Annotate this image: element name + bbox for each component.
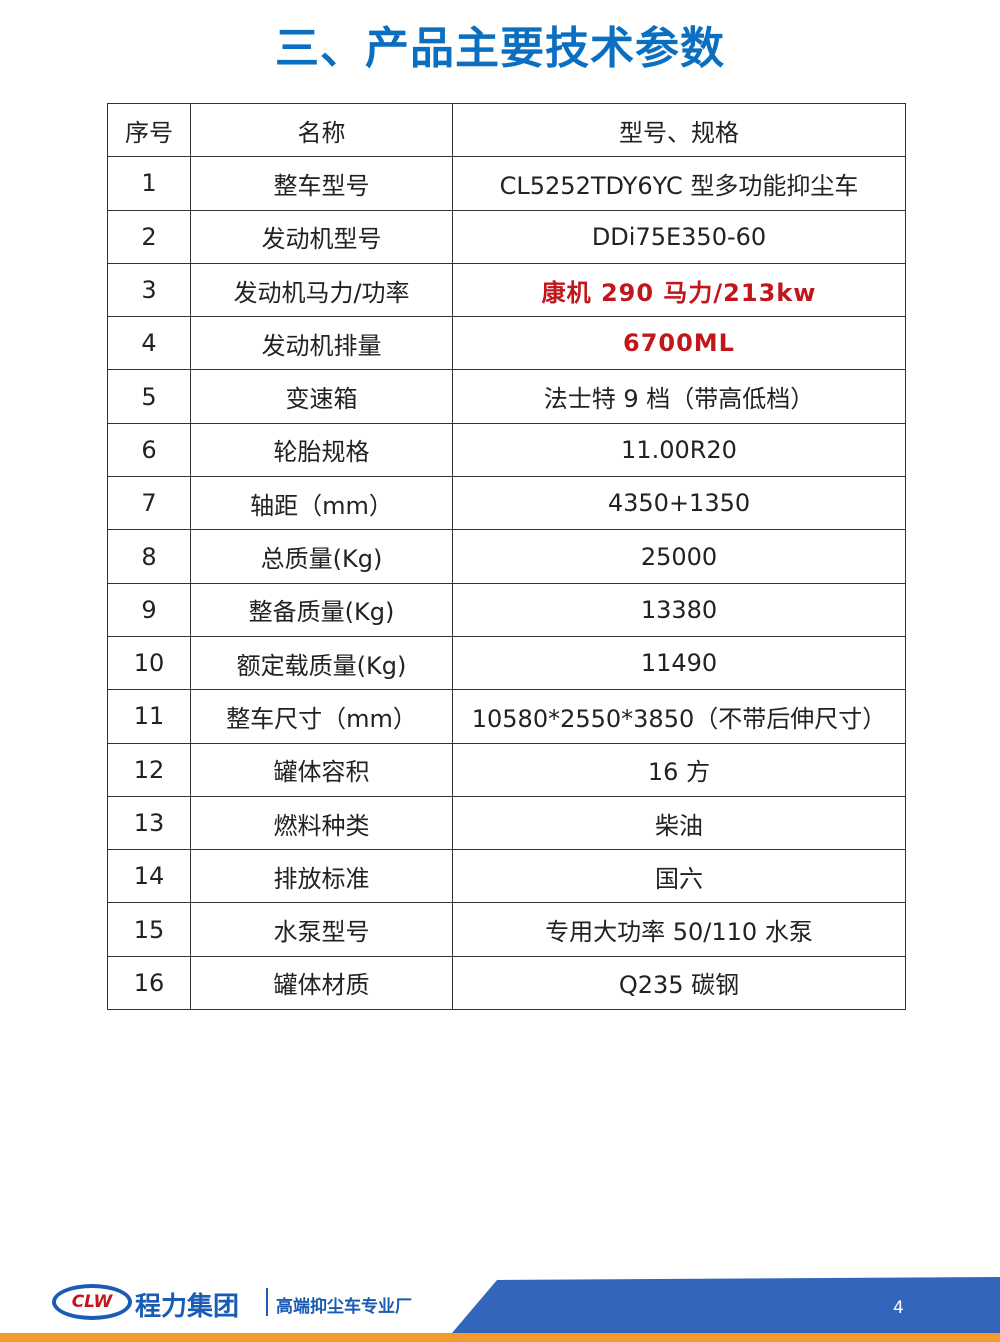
row-name: 变速箱 <box>190 369 453 424</box>
table-row: 3 发动机马力/功率 康机 290 马力/213kw <box>107 262 906 318</box>
company-logo: CLW <box>52 1284 132 1320</box>
row-spec: 25000 <box>452 529 906 584</box>
row-number: 14 <box>107 849 191 904</box>
row-number: 11 <box>107 689 191 744</box>
row-spec: CL5252TDY6YC 型多功能抑尘车 <box>452 156 906 211</box>
row-spec: DDi75E350-60 <box>452 209 906 264</box>
row-spec: 13380 <box>452 582 906 637</box>
row-spec: Q235 碳钢 <box>452 955 906 1011</box>
footer-banner <box>452 1277 1000 1333</box>
row-name: 整车型号 <box>190 156 453 211</box>
row-spec: 4350+1350 <box>452 476 906 531</box>
footer-orange-stripe <box>0 1333 1000 1342</box>
page-title: 三、产品主要技术参数 <box>275 23 725 74</box>
row-name: 燃料种类 <box>190 795 453 851</box>
table-row: 12 罐体容积 16 方 <box>107 742 906 797</box>
row-name: 轮胎规格 <box>190 422 453 478</box>
table-row: 2 发动机型号 DDi75E350-60 <box>107 209 906 264</box>
table-row: 14 排放标准 国六 <box>107 849 906 904</box>
table-row: 7 轴距（mm） 4350+1350 <box>107 476 906 531</box>
spec-table: 序号 名称 型号、规格 1 整车型号 CL5252TDY6YC 型多功能抑尘车 2 发动… <box>107 102 906 1011</box>
row-name: 发动机马力/功率 <box>190 262 453 318</box>
table-row: 10 额定载质量(Kg) 11490 <box>107 635 906 691</box>
header-spec: 型号、规格 <box>452 102 906 158</box>
row-number: 5 <box>107 369 191 424</box>
row-name: 总质量(Kg) <box>190 529 453 584</box>
row-number: 3 <box>107 262 191 318</box>
row-spec: 柴油 <box>452 795 906 851</box>
row-name: 轴距（mm） <box>190 476 453 531</box>
row-name: 发动机型号 <box>190 209 453 264</box>
row-name: 发动机排量 <box>190 316 453 371</box>
table-row: 16 罐体材质 Q235 碳钢 <box>107 955 906 1011</box>
row-number: 10 <box>107 635 191 691</box>
table-row: 11 整车尺寸（mm） 10580*2550*3850（不带后伸尺寸） <box>107 689 906 744</box>
row-number: 7 <box>107 476 191 531</box>
row-number: 1 <box>107 156 191 211</box>
row-number: 15 <box>107 902 191 957</box>
header-no: 序号 <box>107 102 191 158</box>
logo-text: CLW <box>71 1292 113 1312</box>
table-row: 13 燃料种类 柴油 <box>107 795 906 851</box>
row-spec: 专用大功率 50/110 水泵 <box>452 902 906 957</box>
table-row: 1 整车型号 CL5252TDY6YC 型多功能抑尘车 <box>107 156 906 211</box>
table-row: 5 变速箱 法士特 9 档（带高低档） <box>107 369 906 424</box>
row-spec: 11.00R20 <box>452 422 906 478</box>
header-name: 名称 <box>190 102 453 158</box>
row-name: 罐体容积 <box>190 742 453 797</box>
table-row: 6 轮胎规格 11.00R20 <box>107 422 906 478</box>
brand-name: 程力集团 <box>135 1292 240 1322</box>
table-row: 15 水泵型号 专用大功率 50/110 水泵 <box>107 902 906 957</box>
row-spec: 16 方 <box>452 742 906 797</box>
row-name: 额定载质量(Kg) <box>190 635 453 691</box>
row-number: 12 <box>107 742 191 797</box>
row-spec: 10580*2550*3850（不带后伸尺寸） <box>452 689 906 744</box>
row-number: 9 <box>107 582 191 637</box>
row-spec: 康机 290 马力/213kw <box>452 262 906 318</box>
row-spec: 法士特 9 档（带高低档） <box>452 369 906 424</box>
table-row: 4 发动机排量 6700ML <box>107 316 906 371</box>
row-name: 整备质量(Kg) <box>190 582 453 637</box>
footer-divider <box>266 1288 268 1316</box>
row-spec: 6700ML <box>452 316 906 371</box>
slogan: 高端抑尘车专业厂 <box>276 1297 412 1317</box>
table-header-row: 序号 名称 型号、规格 <box>107 102 906 158</box>
row-number: 8 <box>107 529 191 584</box>
row-name: 罐体材质 <box>190 955 453 1011</box>
row-number: 6 <box>107 422 191 478</box>
page-number: 4 <box>893 1298 904 1318</box>
row-number: 2 <box>107 209 191 264</box>
row-name: 排放标准 <box>190 849 453 904</box>
row-name: 整车尺寸（mm） <box>190 689 453 744</box>
row-number: 13 <box>107 795 191 851</box>
table-row: 9 整备质量(Kg) 13380 <box>107 582 906 637</box>
row-name: 水泵型号 <box>190 902 453 957</box>
row-number: 16 <box>107 955 191 1011</box>
row-spec: 国六 <box>452 849 906 904</box>
table-row: 8 总质量(Kg) 25000 <box>107 529 906 584</box>
row-number: 4 <box>107 316 191 371</box>
row-spec: 11490 <box>452 635 906 691</box>
